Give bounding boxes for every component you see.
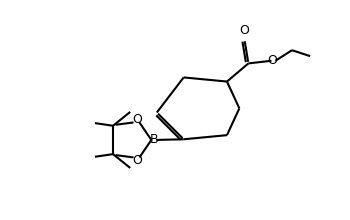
- Text: B: B: [150, 134, 158, 147]
- Text: O: O: [132, 154, 142, 167]
- Text: O: O: [267, 54, 277, 67]
- Text: O: O: [132, 113, 142, 126]
- Text: O: O: [239, 24, 250, 37]
